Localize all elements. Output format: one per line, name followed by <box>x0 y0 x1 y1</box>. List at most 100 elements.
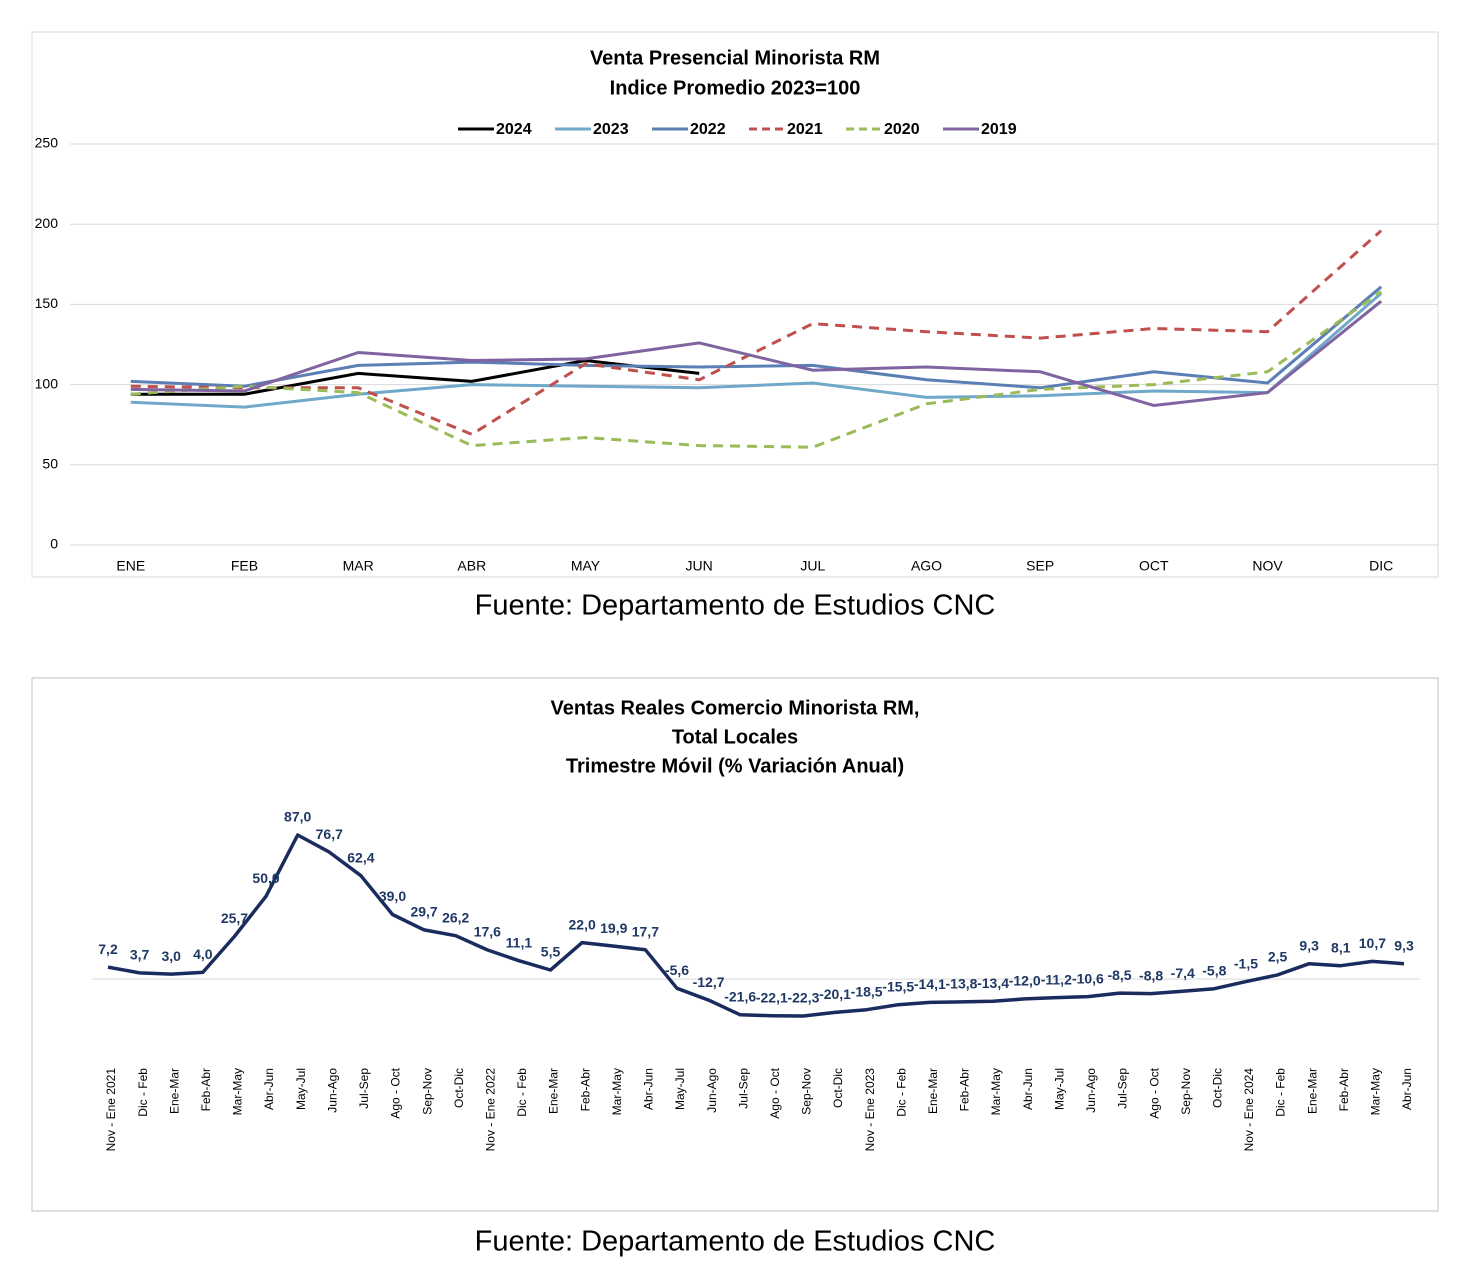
data-label: -14,1 <box>914 976 946 992</box>
legend-label: 2019 <box>981 121 1017 138</box>
x-tick-label: Abr-Jun <box>1400 1068 1414 1110</box>
x-tick-label: Mar-May <box>1369 1068 1383 1115</box>
x-tick-label: Jul-Sep <box>1116 1068 1130 1109</box>
data-label: -1,5 <box>1234 955 1258 971</box>
x-tick-label: JUN <box>686 558 713 574</box>
x-tick-label: May-Jul <box>294 1068 308 1110</box>
x-tick-label: Sep-Nov <box>800 1068 814 1115</box>
data-label: -20,1 <box>819 986 851 1002</box>
x-tick-label: Jun-Ago <box>325 1068 339 1113</box>
data-label: 4,0 <box>193 946 213 962</box>
x-tick-label: DIC <box>1369 558 1393 574</box>
x-tick-label: Ene-Mar <box>167 1068 181 1114</box>
x-tick-label: Mar-May <box>989 1068 1003 1115</box>
x-tick-label: Feb-Abr <box>199 1068 213 1111</box>
y-tick-label: 200 <box>35 215 59 231</box>
x-tick-label: Nov - Ene 2023 <box>863 1068 877 1152</box>
data-label: 87,0 <box>284 809 311 825</box>
x-tick-label: Feb-Abr <box>578 1068 592 1111</box>
data-label: -8,5 <box>1107 967 1131 983</box>
data-label: 11,1 <box>506 934 533 950</box>
x-tick-label: Sep-Nov <box>1179 1068 1193 1115</box>
series-line <box>130 300 1383 408</box>
x-tick-label: Mar-May <box>231 1068 245 1115</box>
data-label: 25,7 <box>221 910 248 926</box>
x-tick-label: Feb-Abr <box>1337 1068 1351 1111</box>
data-label: 2,5 <box>1268 949 1288 965</box>
x-tick-label: Sep-Nov <box>420 1068 434 1115</box>
x-tick-label: Mar-May <box>610 1068 624 1115</box>
data-label: -21,6 <box>724 989 756 1005</box>
chart-title: Trimestre Móvil (% Variación Anual) <box>566 755 904 777</box>
x-tick-label: Ene-Mar <box>1305 1068 1319 1114</box>
y-tick-label: 50 <box>42 456 58 472</box>
series-line <box>130 285 1383 390</box>
x-tick-label: Oct-Dic <box>1211 1068 1225 1108</box>
x-tick-label: ABR <box>457 558 486 574</box>
x-tick-label: FEB <box>231 558 258 574</box>
data-label: 29,7 <box>410 904 437 920</box>
x-tick-label: Nov - Ene 2024 <box>1242 1068 1256 1152</box>
legend-label: 2021 <box>787 121 823 138</box>
x-tick-label: Oct-Dic <box>831 1068 845 1108</box>
x-tick-label: Oct-Dic <box>452 1068 466 1108</box>
y-tick-label: 250 <box>35 135 59 151</box>
x-tick-label: AGO <box>911 558 942 574</box>
data-label: 50,0 <box>252 870 279 886</box>
x-tick-label: Ago - Oct <box>1147 1067 1161 1118</box>
x-tick-label: ENE <box>116 558 145 574</box>
x-tick-label: Abr-Jun <box>642 1068 656 1110</box>
data-label: -5,6 <box>665 962 689 978</box>
data-label: 9,3 <box>1299 937 1319 953</box>
data-label: -22,3 <box>787 990 819 1006</box>
x-tick-label: Ago - Oct <box>768 1067 782 1118</box>
data-label: -8,8 <box>1139 967 1163 983</box>
x-tick-label: Dic - Feb <box>136 1068 150 1117</box>
x-tick-label: Jun-Ago <box>705 1068 719 1113</box>
data-label: 3,0 <box>161 948 181 964</box>
x-tick-label: Feb-Abr <box>958 1068 972 1111</box>
x-tick-label: MAR <box>343 558 374 574</box>
chart-title: Total Locales <box>672 726 798 748</box>
data-label: 7,2 <box>98 941 118 957</box>
x-tick-label: MAY <box>571 558 601 574</box>
series-line <box>130 358 700 396</box>
y-tick-label: 0 <box>50 536 58 552</box>
data-label: 22,0 <box>569 916 596 932</box>
legend-label: 2022 <box>690 121 726 138</box>
series-line <box>107 833 1405 1018</box>
x-tick-label: Abr-Jun <box>1021 1068 1035 1110</box>
data-label: 10,7 <box>1359 935 1386 951</box>
chart-frame <box>31 677 1439 1212</box>
legend-label: 2020 <box>884 121 920 138</box>
x-tick-label: Ago - Oct <box>389 1067 403 1118</box>
data-label: -13,8 <box>946 976 978 992</box>
source: Fuente: Departamento de Estudios CNC <box>475 1226 996 1258</box>
x-tick-label: Jul-Sep <box>736 1068 750 1109</box>
data-label: -10,6 <box>1072 970 1104 986</box>
data-label: 19,9 <box>600 920 627 936</box>
data-label: -22,1 <box>756 989 788 1005</box>
data-label: -11,2 <box>1041 971 1072 987</box>
legend-label: 2024 <box>496 121 532 138</box>
data-label: 26,2 <box>442 909 469 925</box>
data-label: -12,7 <box>693 974 725 990</box>
x-tick-label: Jul-Sep <box>357 1068 371 1109</box>
y-tick-label: 100 <box>35 375 59 391</box>
x-tick-label: JUL <box>800 558 825 574</box>
x-tick-label: Ene-Mar <box>926 1068 940 1114</box>
x-tick-label: Dic - Feb <box>894 1068 908 1117</box>
x-tick-label: May-Jul <box>1052 1068 1066 1110</box>
source: Fuente: Departamento de Estudios CNC <box>475 590 996 622</box>
y-tick-label: 150 <box>35 295 59 311</box>
data-label: 76,7 <box>316 826 343 842</box>
x-tick-label: Ene-Mar <box>547 1068 561 1114</box>
x-tick-label: Dic - Feb <box>515 1068 529 1117</box>
chart-title: Ventas Reales Comercio Minorista RM, <box>550 697 919 719</box>
data-label: 39,0 <box>379 888 406 904</box>
data-label: 62,4 <box>347 849 374 865</box>
data-label: -18,5 <box>851 983 883 999</box>
x-tick-label: Nov - Ene 2022 <box>483 1068 497 1152</box>
